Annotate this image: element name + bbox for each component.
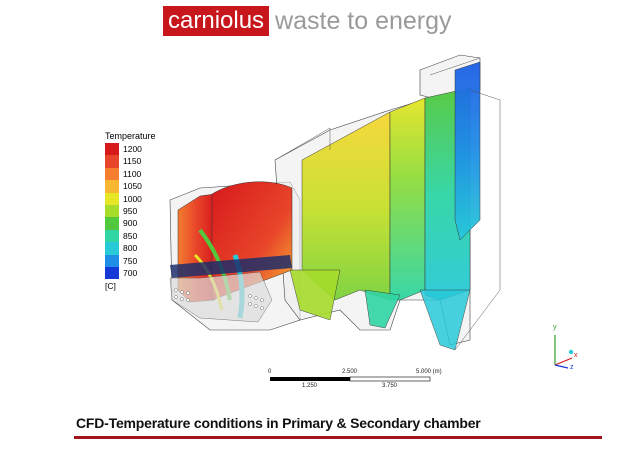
legend-swatch bbox=[105, 192, 119, 205]
legend-label: 700 bbox=[123, 267, 138, 278]
logo: carniolus waste to energy bbox=[163, 6, 452, 36]
scale-label-1250: 1.250 bbox=[302, 383, 318, 389]
caption-underline bbox=[74, 436, 602, 439]
legend-label: 1000 bbox=[123, 193, 142, 204]
legend-entry: 1150 bbox=[105, 155, 156, 168]
legend-swatch bbox=[105, 155, 119, 168]
legend-swatch bbox=[105, 180, 119, 193]
legend-entry: 750 bbox=[105, 254, 156, 267]
legend-entry: 1200 bbox=[105, 143, 156, 156]
structure-edges bbox=[274, 57, 501, 351]
axis-y-label: y bbox=[553, 324, 557, 331]
scale-bar bbox=[270, 376, 431, 382]
axis-x-label: x bbox=[574, 352, 578, 359]
legend-entry: 1050 bbox=[105, 180, 156, 193]
legend-label: 950 bbox=[123, 205, 138, 216]
legend-label: 1050 bbox=[123, 181, 142, 192]
axis-z-label: z bbox=[570, 364, 574, 371]
legend-swatch bbox=[105, 167, 119, 181]
legend-entry: 1100 bbox=[105, 167, 156, 181]
legend-label: 800 bbox=[123, 243, 138, 254]
secondary-chamber bbox=[289, 61, 481, 351]
legend-title: Temperature bbox=[105, 131, 156, 141]
primary-chamber bbox=[169, 181, 293, 323]
scale-label-5000: 5.000 (m) bbox=[416, 369, 442, 375]
legend-label: 1100 bbox=[123, 168, 142, 179]
legend-label: 1200 bbox=[123, 144, 142, 154]
legend-label: 750 bbox=[123, 255, 138, 266]
logo-tagline: waste to energy bbox=[275, 7, 452, 35]
legend-swatch bbox=[105, 217, 119, 230]
legend-entry: 950 bbox=[105, 204, 156, 218]
legend-swatch bbox=[105, 229, 119, 243]
scale-label-0: 0 bbox=[268, 369, 272, 375]
legend-entry: 900 bbox=[105, 217, 156, 230]
legend-scale: 1200 1150 1100 1050 1000 950 900 850 800 750 700 bbox=[105, 143, 156, 280]
temperature-legend: Temperature 1200 1150 1100 1050 1000 950 900 85… bbox=[105, 131, 156, 291]
scale-label-3750: 3.750 bbox=[382, 383, 398, 389]
legend-label: 850 bbox=[123, 230, 138, 241]
figure-caption: CFD-Temperature conditions in Primary & … bbox=[76, 415, 481, 431]
legend-entry: 800 bbox=[105, 242, 156, 255]
legend-swatch bbox=[105, 242, 119, 255]
legend-swatch bbox=[105, 266, 119, 280]
legend-entry: 850 bbox=[105, 229, 156, 243]
legend-swatch bbox=[105, 254, 119, 267]
legend-label: 900 bbox=[123, 218, 138, 229]
axis-triad bbox=[554, 335, 574, 369]
legend-entry: 700 bbox=[105, 266, 156, 280]
legend-unit: [C] bbox=[105, 281, 116, 292]
logo-brand: carniolus bbox=[163, 6, 270, 36]
legend-swatch bbox=[105, 143, 119, 156]
legend-label: 1150 bbox=[123, 156, 142, 167]
scale-label-2500: 2.500 bbox=[342, 369, 358, 375]
legend-swatch bbox=[105, 204, 119, 218]
legend-entry: 1000 bbox=[105, 192, 156, 205]
